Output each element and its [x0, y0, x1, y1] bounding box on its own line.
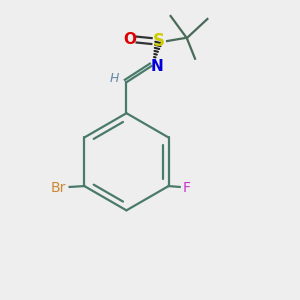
Text: H: H: [110, 72, 119, 85]
Text: O: O: [123, 32, 136, 47]
Text: N: N: [150, 58, 163, 74]
Text: Br: Br: [50, 181, 66, 194]
Text: F: F: [182, 181, 190, 194]
Text: S: S: [153, 32, 165, 50]
